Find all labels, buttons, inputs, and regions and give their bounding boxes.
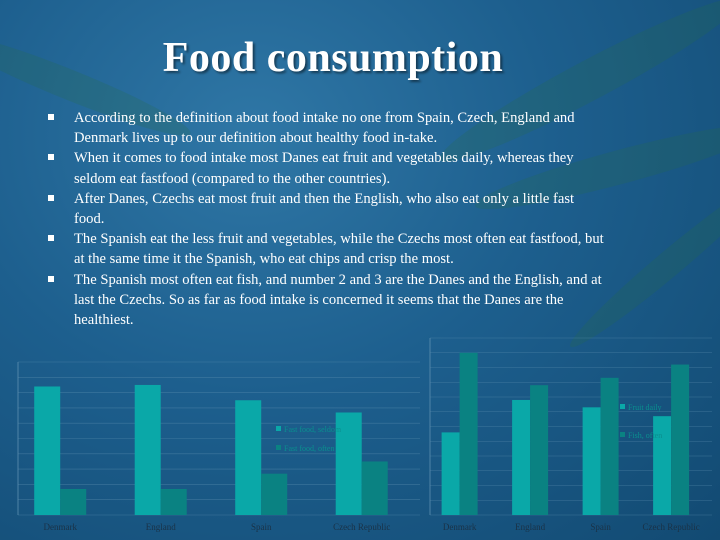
bullet-item: When it comes to food intake most Danes …	[48, 148, 608, 188]
legend-swatch	[276, 445, 281, 450]
legend-swatch	[276, 426, 281, 431]
bar-fast-food-seldom	[134, 384, 161, 515]
bar-fast-food-seldom	[235, 400, 262, 515]
bar-fast-food-seldom	[34, 386, 61, 515]
bullet-text: When it comes to food intake most Danes …	[74, 150, 574, 187]
legend-label: Fish, often	[628, 431, 662, 440]
bar-fruit-daily	[441, 432, 460, 515]
bar-fruit-daily	[653, 416, 672, 515]
x-tick-label: Denmark	[443, 522, 477, 532]
bullet-marker	[48, 114, 54, 120]
x-tick-label: England	[146, 522, 176, 532]
bullet-marker	[48, 154, 54, 161]
bar-fish-often	[530, 385, 549, 515]
bullet-item: The Spanish eat the less fruit and veget…	[48, 229, 608, 269]
x-tick-label: Czech Republic	[642, 522, 699, 532]
bar-fish-often	[459, 352, 478, 515]
bullet-text: After Danes, Czechs eat most fruit and t…	[74, 190, 575, 228]
bar-fast-food-often	[361, 461, 388, 515]
legend-swatch	[620, 404, 625, 409]
bullet-text: According to the definition about food i…	[74, 110, 575, 147]
x-tick-label: Spain	[590, 522, 611, 532]
legend-label: Fast food, often	[284, 444, 334, 453]
x-tick-label: Czech Republic	[333, 522, 390, 532]
bar-fast-food-often	[160, 488, 187, 515]
bullet-marker	[48, 275, 54, 282]
x-tick-label: England	[515, 522, 545, 532]
slide-title: Food consumption	[162, 35, 504, 81]
bullet-item: After Danes, Czechs eat most fruit and t…	[48, 189, 608, 229]
bar-fish-often	[671, 364, 690, 515]
bar-fish-often	[600, 377, 619, 515]
bullet-text: The Spanish most often eat fish, and num…	[74, 271, 602, 329]
bullet-text: The Spanish eat the less fruit and veget…	[74, 231, 604, 268]
legend-swatch	[620, 432, 625, 437]
x-tick-label: Spain	[251, 522, 272, 532]
bar-fast-food-often	[261, 473, 288, 515]
bullet-list: According to the definition about food i…	[48, 108, 608, 330]
bullet-item: The Spanish most often eat fish, and num…	[48, 270, 608, 331]
x-tick-label: Denmark	[43, 522, 77, 532]
legend-label: Fruit daily	[628, 403, 662, 412]
legend-label: Fast food, seldom	[284, 425, 342, 434]
bullet-marker	[48, 235, 54, 242]
bar-fruit-daily	[582, 407, 601, 515]
bar-fast-food-often	[60, 488, 87, 515]
bar-fruit-daily	[512, 399, 531, 515]
bar-fast-food-seldom	[335, 412, 362, 515]
bullet-marker	[48, 194, 54, 201]
bullet-item: According to the definition about food i…	[48, 108, 608, 148]
